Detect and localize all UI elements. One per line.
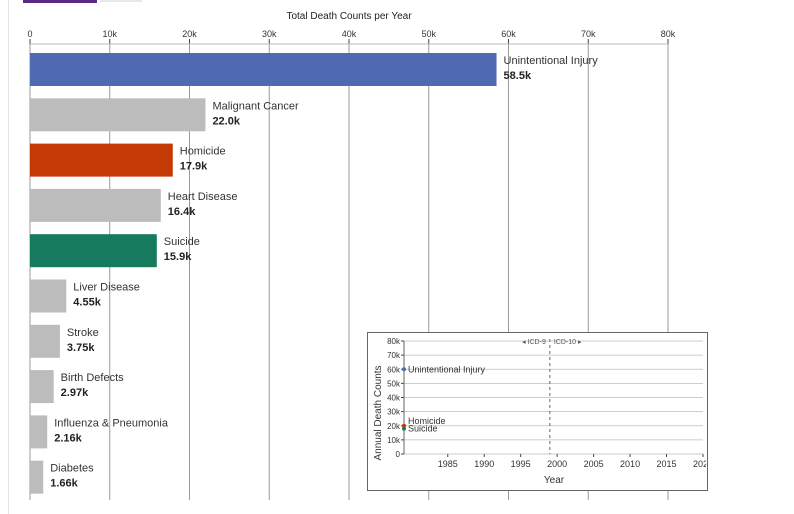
bar-1 — [30, 98, 206, 132]
bar-x-tick-label: 50k — [421, 29, 436, 39]
bar-category-label: Stroke — [67, 327, 99, 339]
bar-category-label: Suicide — [164, 236, 200, 248]
bar-x-tick-label: 40k — [342, 29, 357, 39]
bar-category-label: Birth Defects — [61, 372, 124, 384]
bar-x-tick-label: 70k — [581, 29, 596, 39]
line-series-label: Unintentional Injury — [408, 364, 486, 374]
bar-category-label: Liver Disease — [73, 282, 140, 294]
bar-3 — [30, 188, 161, 222]
line-y-tick-label: 80k — [387, 337, 401, 346]
line-x-tick-label: 2005 — [584, 459, 604, 469]
icd-9-label: ◂ ICD-9 — [522, 339, 546, 346]
line-y-tick-label: 30k — [387, 408, 401, 417]
line-x-tick-label: 1995 — [511, 459, 531, 469]
line-x-tick-label: 1985 — [438, 459, 458, 469]
trend-inset-panel: 0 10k 20k 30k 40k 50k 60k 70k 80k 1985 1990 1995 20… — [367, 332, 708, 491]
line-series-label: Homicide — [408, 416, 446, 426]
line-y-tick-label: 50k — [387, 379, 401, 388]
icd-10-label: ICD-10 ▸ — [554, 339, 582, 346]
bar-x-tick-label: 10k — [102, 29, 117, 39]
top-tab-inactive[interactable] — [100, 0, 142, 2]
line-x-axis-label: Year — [544, 475, 565, 486]
bar-value-label: 58.5k — [504, 70, 532, 82]
line-y-axis-label: Annual Death Counts — [373, 365, 384, 460]
bar-value-label: 22.0k — [212, 115, 240, 127]
line-x-tick-label: 1990 — [474, 459, 494, 469]
bar-value-label: 15.9k — [164, 251, 192, 263]
line-x-tick-label: 2020 — [693, 459, 706, 469]
line-y-tick-label: 40k — [387, 394, 401, 403]
bar-x-tick-label: 60k — [501, 29, 516, 39]
line-y-tick-label: 0 — [396, 450, 401, 459]
bar-category-label: Malignant Cancer — [212, 100, 299, 112]
bar-value-label: 2.97k — [61, 387, 89, 399]
bar-marks: Unintentional Injury 58.5k Malignant Cance… — [30, 53, 598, 494]
line-point-0 — [402, 367, 406, 372]
trend-line-chart: 0 10k 20k 30k 40k 50k 60k 70k 80k 1985 1990 1995 20… — [373, 337, 706, 486]
line-y-tick-label: 60k — [387, 365, 401, 374]
line-series-label: Suicide — [408, 424, 438, 434]
bar-chart-title: Total Death Counts per Year — [286, 11, 412, 22]
bar-category-label: Homicide — [180, 146, 226, 158]
bar-6 — [30, 324, 60, 358]
bar-x-tick-label: 0 — [27, 29, 32, 39]
bar-0 — [30, 53, 497, 86]
bar-value-label: 16.4k — [168, 206, 196, 218]
line-x-axis: 1985 1990 1995 2000 2005 2010 2015 2020 — [438, 454, 706, 469]
line-x-tick-label: 2000 — [547, 459, 567, 469]
line-gridlines — [404, 340, 703, 455]
bar-8 — [30, 415, 48, 449]
line-x-tick-label: 2015 — [657, 459, 677, 469]
bar-7 — [30, 370, 54, 404]
bar-9 — [30, 460, 44, 494]
bar-value-label: 17.9k — [180, 161, 208, 173]
line-y-tick-label: 10k — [387, 436, 401, 445]
bar-category-label: Unintentional Injury — [504, 55, 599, 67]
bar-value-label: 2.16k — [54, 432, 82, 444]
bar-value-label: 3.75k — [67, 342, 95, 354]
line-y-tick-label: 70k — [387, 351, 401, 360]
bar-5 — [30, 279, 67, 313]
icd-marker: ◂ ICD-9 ICD-10 ▸ — [522, 339, 582, 454]
top-tab-indicator[interactable] — [23, 0, 97, 3]
left-divider — [8, 0, 9, 514]
bar-x-tick-label: 20k — [182, 29, 197, 39]
line-y-axis: 0 10k 20k 30k 40k 50k 60k 70k 80k — [387, 337, 405, 459]
bar-x-tick-label: 80k — [661, 29, 676, 39]
bar-value-label: 1.66k — [50, 478, 78, 490]
line-point-1 — [402, 423, 406, 428]
bar-category-label: Heart Disease — [168, 191, 238, 203]
bar-4 — [30, 234, 157, 268]
bar-category-label: Influenza & Pneumonia — [54, 417, 169, 429]
bar-x-axis: 0 10k 20k 30k 40k 50k 60k 70k 80k — [27, 29, 676, 45]
line-x-tick-label: 2010 — [620, 459, 640, 469]
line-point-2 — [402, 426, 406, 431]
line-y-tick-label: 20k — [387, 422, 401, 431]
bar-value-label: 4.55k — [73, 297, 101, 309]
bar-category-label: Diabetes — [50, 463, 94, 475]
bar-x-tick-label: 30k — [262, 29, 277, 39]
bar-2 — [30, 143, 173, 177]
